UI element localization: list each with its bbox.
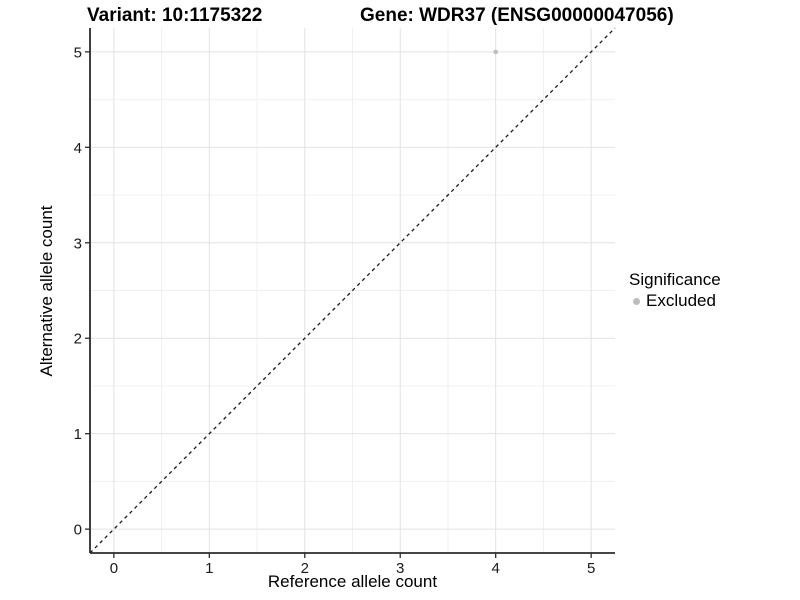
y-tick-label: 4	[74, 140, 82, 157]
y-axis-title: Alternative allele count	[37, 205, 56, 377]
plot-title-gene: Gene: WDR37 (ENSG00000047056)	[360, 5, 674, 26]
y-tick-label: 0	[74, 522, 82, 539]
y-tick-label: 1	[74, 426, 82, 443]
legend: Significance Excluded	[629, 270, 721, 311]
legend-title: Significance	[629, 270, 721, 289]
legend-item-excluded: Excluded	[629, 291, 721, 311]
x-tick-label: 3	[396, 560, 404, 577]
x-tick-label: 4	[492, 560, 500, 577]
x-tick-label: 5	[587, 560, 595, 577]
x-axis-title: Reference allele count	[267, 572, 438, 591]
plot-title-variant: Variant: 10:1175322	[87, 5, 263, 26]
legend-item-label: Excluded	[646, 291, 716, 310]
identity-line	[89, 27, 616, 554]
y-tick-label: 3	[74, 235, 82, 252]
data-point	[493, 49, 498, 55]
excluded-point-marker-icon	[633, 297, 640, 305]
x-tick-label: 2	[301, 560, 309, 577]
x-tick-label: 1	[205, 560, 213, 577]
y-tick-label: 5	[74, 44, 82, 61]
y-tick-label: 2	[74, 331, 82, 348]
x-tick-label: 0	[110, 560, 118, 577]
